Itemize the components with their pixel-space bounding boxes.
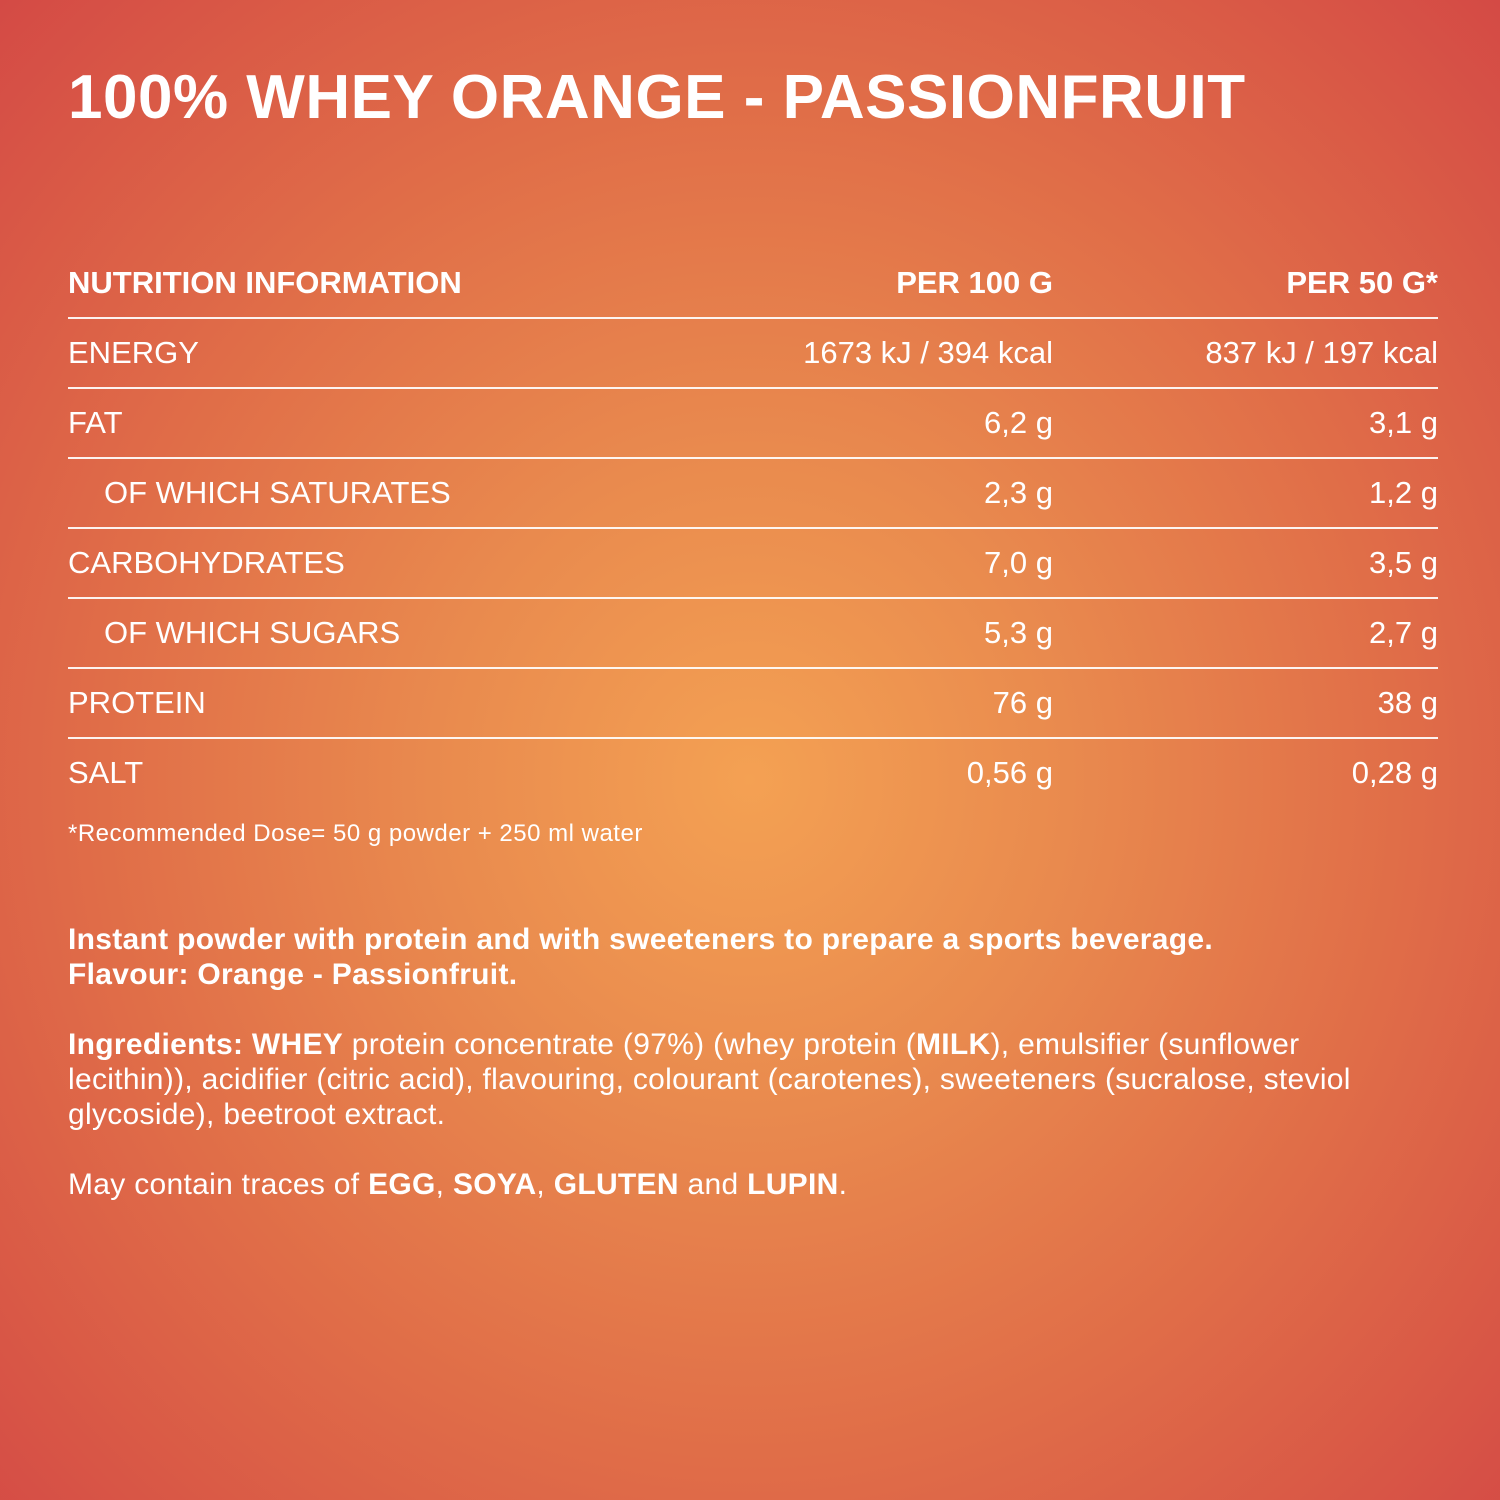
header-cell: PER 50 G*: [1286, 265, 1438, 300]
table-row: PROTEIN 76 g 38 g: [68, 669, 1438, 739]
per-50g: 3,1 g: [1369, 405, 1438, 440]
per-50g: 3,5 g: [1369, 545, 1438, 580]
ingredients-text: ), emulsifier (sunflower lecithin)), aci…: [68, 1028, 1351, 1131]
ingredients-text: protein concentrate (97%) (whey protein …: [343, 1028, 916, 1061]
table-row: CARBOHYDRATES 7,0 g 3,5 g: [68, 529, 1438, 599]
ingredients-bold: Ingredients: WHEY: [68, 1028, 344, 1061]
title: 100% WHEY ORANGE - PASSIONFRUIT: [68, 63, 1246, 132]
table-row: FAT 6,2 g 3,1 g: [68, 389, 1438, 459]
per-50g: 1,2 g: [1369, 475, 1438, 510]
nutrition-table: NUTRITION INFORMATION PER 100 G PER 50 G…: [68, 249, 1438, 807]
allergen: LUPIN: [747, 1168, 839, 1201]
description: Instant powder with protein and with swe…: [68, 922, 1398, 992]
table-header: NUTRITION INFORMATION PER 100 G PER 50 G…: [68, 249, 1438, 319]
allergens-text: and: [678, 1168, 748, 1201]
per-50g: 837 kJ / 197 kcal: [1205, 335, 1438, 370]
per-100g: 2,3 g: [984, 475, 1053, 510]
per-100g: 0,56 g: [966, 755, 1053, 790]
nutrient: OF WHICH SATURATES: [104, 475, 451, 510]
allergen: GLUTEN: [553, 1168, 679, 1201]
header-cell: PER 100 G: [896, 265, 1053, 300]
per-50g: 2,7 g: [1369, 615, 1438, 650]
nutrient: FAT: [68, 405, 123, 440]
ingredients: Ingredients: WHEY protein concentrate (9…: [68, 1027, 1398, 1132]
allergen: SOYA: [452, 1168, 537, 1201]
per-100g: 76 g: [992, 685, 1053, 720]
nutrient: PROTEIN: [68, 685, 206, 720]
allergens-text: ,: [435, 1168, 453, 1201]
allergen: EGG: [368, 1168, 436, 1201]
per-100g: 7,0 g: [984, 545, 1053, 580]
nutrient: SALT: [68, 755, 144, 790]
allergens-text: ,: [536, 1168, 554, 1201]
per-50g: 0,28 g: [1351, 755, 1438, 790]
table-row: ENERGY 1673 kJ / 394 kcal 837 kJ / 197 k…: [68, 319, 1438, 389]
per-100g: 1673 kJ / 394 kcal: [803, 335, 1053, 370]
per-100g: 6,2 g: [984, 405, 1053, 440]
ingredients-bold: MILK: [916, 1028, 991, 1061]
allergens: May contain traces of EGG, SOYA, GLUTEN …: [68, 1167, 1398, 1202]
nutrient: ENERGY: [68, 335, 199, 370]
table-row: OF WHICH SATURATES 2,3 g 1,2 g: [68, 459, 1438, 529]
allergens-text: May contain traces of: [68, 1168, 369, 1201]
footnote: *Recommended Dose= 50 g powder + 250 ml …: [68, 820, 643, 847]
table-row: SALT 0,56 g 0,28 g: [68, 739, 1438, 807]
nutrient: CARBOHYDRATES: [68, 545, 345, 580]
header-cell: NUTRITION INFORMATION: [68, 265, 462, 300]
description-line: Flavour: Orange - Passionfruit.: [68, 958, 518, 991]
description-line: Instant powder with protein and with swe…: [68, 923, 1214, 956]
allergens-text: .: [838, 1168, 848, 1201]
per-100g: 5,3 g: [984, 615, 1053, 650]
per-50g: 38 g: [1377, 685, 1438, 720]
table-row: OF WHICH SUGARS 5,3 g 2,7 g: [68, 599, 1438, 669]
nutrient: OF WHICH SUGARS: [104, 615, 401, 650]
